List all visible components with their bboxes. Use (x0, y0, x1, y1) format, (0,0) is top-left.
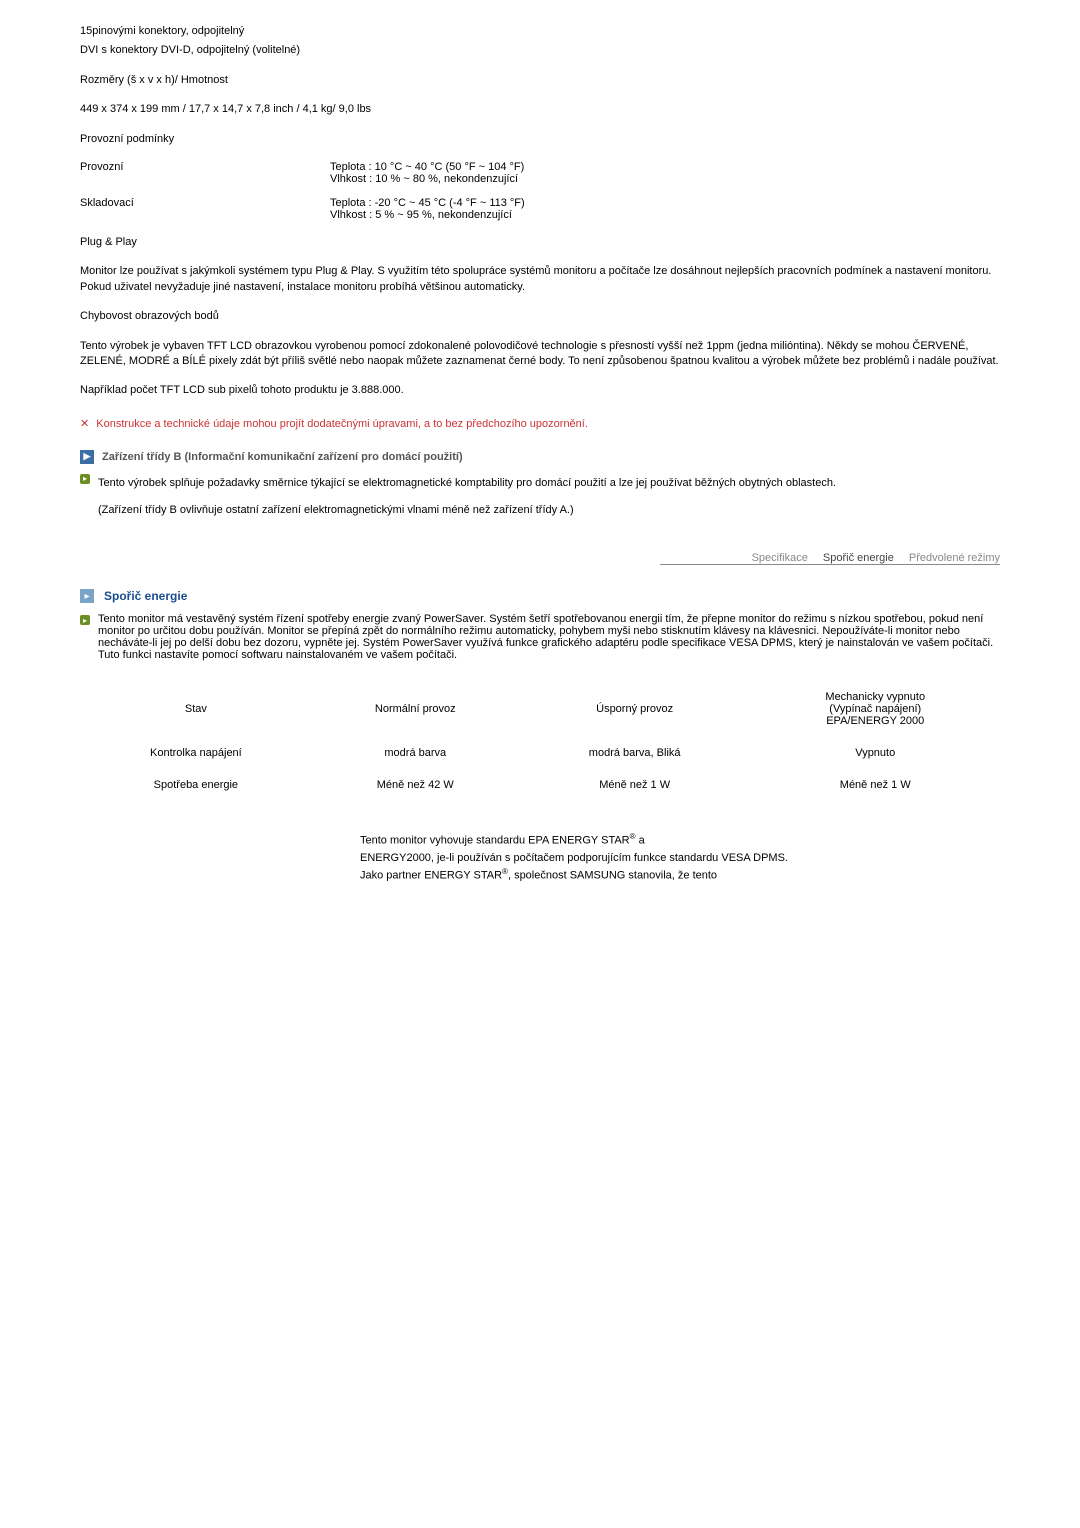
bullet-icon: ▸ (80, 615, 90, 625)
th-off-l3: EPA/ENERGY 2000 (757, 715, 995, 727)
class-b-heading: Zařízení třídy B (Informační komunikační… (102, 451, 463, 463)
class-b-text: Tento výrobek splňuje požadavky směrnice… (98, 472, 1000, 523)
connector-line-1: 15pinovými konektory, odpojitelný (80, 24, 1000, 39)
dimensions-value: 449 x 374 x 199 mm / 17,7 x 14,7 x 7,8 i… (80, 102, 1000, 117)
arrow-icon: ▶ (80, 450, 94, 464)
cell-r2c2: Méně než 42 W (312, 769, 519, 801)
env-operating-humidity: Vlhkost : 10 % ~ 80 %, nekondenzující (330, 173, 1000, 185)
footer-note: Tento monitor vyhovuje standardu EPA ENE… (360, 831, 1000, 884)
th-off-l2: (Vypínač napájení) (757, 703, 995, 715)
energy-heading-row: ▸ Spořič energie (80, 589, 1000, 603)
dimensions-heading: Rozměry (š x v x h)/ Hmotnost (80, 73, 1000, 88)
warning-row: ✕ Konstrukce a technické údaje mohou pro… (80, 417, 1000, 430)
document-body: 15pinovými konektory, odpojitelný DVI s … (80, 24, 1000, 884)
th-off: Mechanicky vypnuto (Vypínač napájení) EP… (751, 681, 1001, 737)
pixels-body: Tento výrobek je vybaven TFT LCD obrazov… (80, 339, 1000, 370)
connector-line-2: DVI s konektory DVI-D, odpojitelný (voli… (80, 43, 1000, 58)
th-state: Stav (80, 681, 312, 737)
cell-r1c4: Vypnuto (751, 737, 1001, 769)
pixels-note: Například počet TFT LCD sub pixelů tohot… (80, 383, 1000, 398)
table-row: Kontrolka napájení modrá barva modrá bar… (80, 737, 1000, 769)
tab-specs[interactable]: Specifikace (752, 552, 808, 564)
env-row-operating: Provozní Teplota : 10 °C ~ 40 °C (50 °F … (80, 161, 1000, 185)
cell-r1c2: modrá barva (312, 737, 519, 769)
energy-bullet: ▸ Tento monitor má vestavěný systém říze… (80, 613, 1000, 661)
table-header-row: Stav Normální provoz Úsporný provoz Mech… (80, 681, 1000, 737)
class-b-body: Tento výrobek splňuje požadavky směrnice… (98, 476, 1000, 491)
pixels-heading: Chybovost obrazových bodů (80, 309, 1000, 324)
footer-l2: ENERGY2000, je-li používán s počítačem p… (360, 852, 788, 864)
plug-body: Monitor lze používat s jakýmkoli systéme… (80, 264, 1000, 295)
class-b-bullet: ▸ Tento výrobek splňuje požadavky směrni… (80, 472, 1000, 523)
footer-l1b: a (636, 835, 645, 847)
footer-l1a: Tento monitor vyhovuje standardu EPA ENE… (360, 835, 630, 847)
warning-text: Konstrukce a technické údaje mohou projí… (96, 418, 588, 430)
env-storage-humidity: Vlhkost : 5 % ~ 95 %, nekondenzující (330, 209, 1000, 221)
plug-heading: Plug & Play (80, 235, 1000, 250)
cell-r2c3: Méně než 1 W (519, 769, 751, 801)
tab-energy[interactable]: Spořič energie (823, 552, 894, 564)
env-row-storage: Skladovací Teplota : -20 °C ~ 45 °C (-4 … (80, 197, 1000, 221)
env-label-storage: Skladovací (80, 197, 330, 221)
bullet-icon: ▸ (80, 474, 90, 484)
env-value-storage: Teplota : -20 °C ~ 45 °C (-4 °F ~ 113 °F… (330, 197, 1000, 221)
class-b-header: ▶ Zařízení třídy B (Informační komunikač… (80, 450, 1000, 464)
x-icon: ✕ (80, 418, 89, 430)
th-saving: Úsporný provoz (519, 681, 751, 737)
energy-heading: Spořič energie (104, 589, 187, 603)
arrow-square-icon: ▸ (80, 589, 94, 603)
power-table: Stav Normální provoz Úsporný provoz Mech… (80, 681, 1000, 801)
th-normal: Normální provoz (312, 681, 519, 737)
table-row: Spotřeba energie Méně než 42 W Méně než … (80, 769, 1000, 801)
th-off-l1: Mechanicky vypnuto (757, 691, 995, 703)
tabs-underline (660, 564, 1000, 565)
env-value-operating: Teplota : 10 °C ~ 40 °C (50 °F ~ 104 °F)… (330, 161, 1000, 185)
energy-body: Tento monitor má vestavěný systém řízení… (98, 613, 1000, 661)
cell-r2c4: Méně než 1 W (751, 769, 1001, 801)
cell-r1c3: modrá barva, Bliká (519, 737, 751, 769)
footer-l3b: , společnost SAMSUNG stanovila, že tento (508, 870, 717, 882)
env-label-operating: Provozní (80, 161, 330, 185)
class-b-note: (Zařízení třídy B ovlivňuje ostatní zaří… (98, 503, 1000, 518)
env-operating-temp: Teplota : 10 °C ~ 40 °C (50 °F ~ 104 °F) (330, 161, 1000, 173)
env-storage-temp: Teplota : -20 °C ~ 45 °C (-4 °F ~ 113 °F… (330, 197, 1000, 209)
tabs-row: Specifikace Spořič energie Předvolené re… (80, 552, 1000, 569)
cell-r2c1: Spotřeba energie (80, 769, 312, 801)
footer-l3a: Jako partner ENERGY STAR (360, 870, 502, 882)
tab-presets[interactable]: Předvolené režimy (909, 552, 1000, 564)
env-heading: Provozní podmínky (80, 132, 1000, 147)
cell-r1c1: Kontrolka napájení (80, 737, 312, 769)
